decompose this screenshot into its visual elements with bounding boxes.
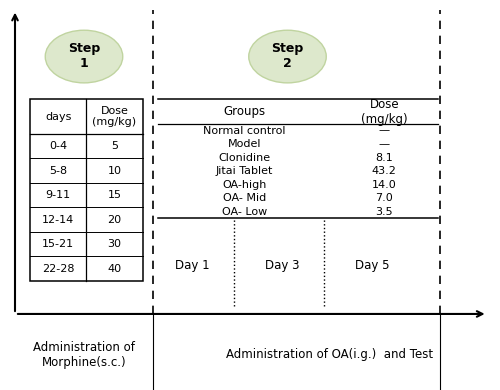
Text: Administration of
Morphine(s.c.): Administration of Morphine(s.c.) (33, 341, 134, 369)
Text: Step
2: Step 2 (272, 42, 304, 70)
Bar (30, 99, 142, 281)
Text: 5: 5 (111, 141, 118, 151)
Text: —: — (378, 139, 390, 149)
Text: 3.5: 3.5 (376, 207, 393, 216)
Text: 15-21: 15-21 (42, 239, 74, 249)
Text: Groups: Groups (223, 105, 266, 118)
Text: 10: 10 (108, 165, 122, 176)
Text: Model: Model (228, 139, 261, 149)
Text: Day 5: Day 5 (355, 259, 390, 272)
Text: OA- Low: OA- Low (222, 207, 267, 216)
Text: 5-8: 5-8 (49, 165, 67, 176)
Text: 40: 40 (108, 264, 122, 273)
Text: Normal control: Normal control (203, 126, 285, 136)
Text: 0-4: 0-4 (49, 141, 67, 151)
Text: Jitai Tablet: Jitai Tablet (216, 166, 273, 176)
Text: Clonidine: Clonidine (218, 152, 270, 163)
Text: 20: 20 (108, 215, 122, 225)
Text: OA- Mid: OA- Mid (222, 193, 266, 203)
Text: Administration of OA(i.g.)  and Test: Administration of OA(i.g.) and Test (226, 348, 434, 362)
Text: 12-14: 12-14 (42, 215, 74, 225)
Text: Step
1: Step 1 (68, 42, 100, 70)
Text: 9-11: 9-11 (46, 190, 70, 200)
Text: 22-28: 22-28 (42, 264, 74, 273)
Text: 8.1: 8.1 (376, 152, 393, 163)
Text: days: days (45, 112, 72, 122)
Text: Dose
(mg/kg): Dose (mg/kg) (92, 106, 136, 128)
Text: Dose
(mg/kg): Dose (mg/kg) (361, 98, 408, 126)
Text: —: — (378, 126, 390, 136)
Text: 14.0: 14.0 (372, 180, 396, 190)
Text: 43.2: 43.2 (372, 166, 396, 176)
Text: Day 3: Day 3 (265, 259, 300, 272)
Text: 30: 30 (108, 239, 122, 249)
Text: 15: 15 (108, 190, 122, 200)
Text: Day 1: Day 1 (175, 259, 210, 272)
Ellipse shape (249, 30, 326, 83)
Text: 7.0: 7.0 (376, 193, 393, 203)
Ellipse shape (45, 30, 123, 83)
Text: OA-high: OA-high (222, 180, 266, 190)
